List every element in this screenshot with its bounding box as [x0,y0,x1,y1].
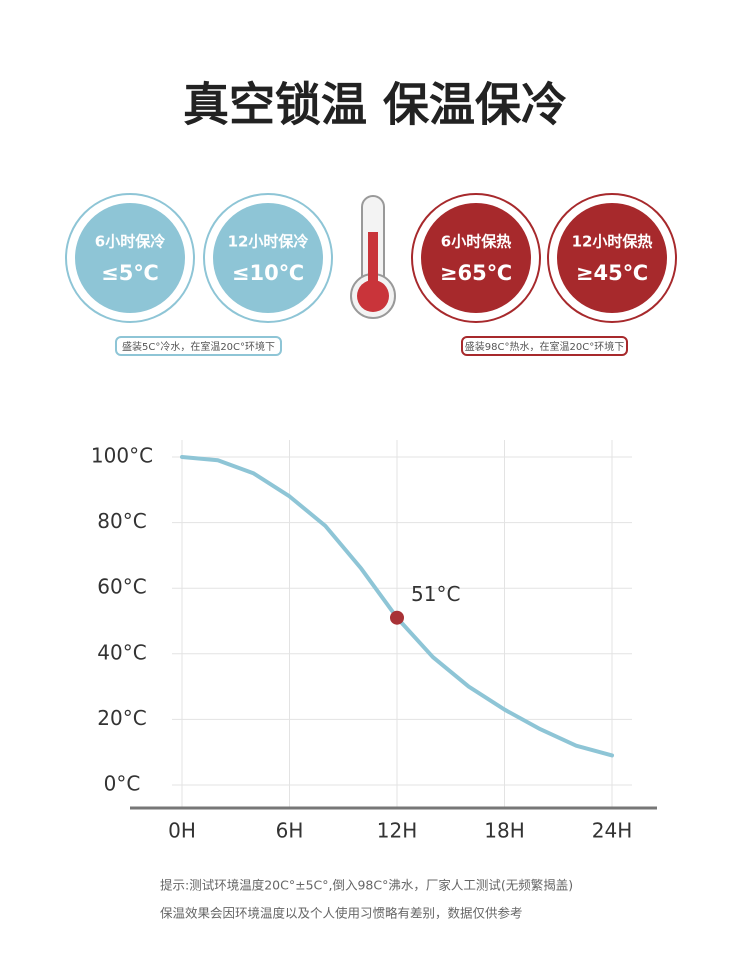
x-tick-label: 6H [276,819,304,843]
badge-title: 12小时保热 [572,233,653,251]
badge [75,203,185,313]
badge-value: ≤10℃ [232,261,304,285]
y-tick-label: 0°C [104,772,141,796]
headline: 真空锁温 保温保冷 [183,78,567,132]
y-tick-label: 80°C [97,509,146,533]
badge [213,203,323,313]
badge-title: 6小时保热 [441,233,511,251]
highlight-point [390,610,404,625]
x-tick-label: 24H [592,819,633,843]
y-tick-label: 60°C [97,575,146,599]
note-box [461,336,628,356]
highlight-label: 51°C [411,582,460,606]
thermometer [350,195,396,319]
footnote: 保温效果会因环境温度以及个人使用习惯略有差别，数据仅供参考 [160,906,523,921]
x-tick-label: 18H [484,819,525,843]
badge-title: 6小时保冷 [95,233,165,251]
note: 盛装5C°冷水，在室温20C°环境下 [122,340,275,353]
x-tick-label: 0H [168,819,196,843]
badge-value: ≤5℃ [101,261,159,285]
badge-value: ≥45℃ [576,261,648,285]
x-tick-label: 12H [377,819,418,843]
badge-title: 12小时保冷 [228,233,309,251]
badge-value: ≥65℃ [440,261,512,285]
badge [557,203,667,313]
note-box [115,336,282,356]
footnote: 提示:测试环境温度20C°±5C°,倒入98C°沸水，厂家人工测试(无频繁揭盖) [160,878,573,893]
badge [421,203,531,313]
y-tick-label: 20°C [97,706,146,730]
note: 盛装98C°热水，在室温20C°环境下 [465,340,624,353]
y-tick-label: 100°C [91,444,153,468]
y-tick-label: 40°C [97,640,146,664]
